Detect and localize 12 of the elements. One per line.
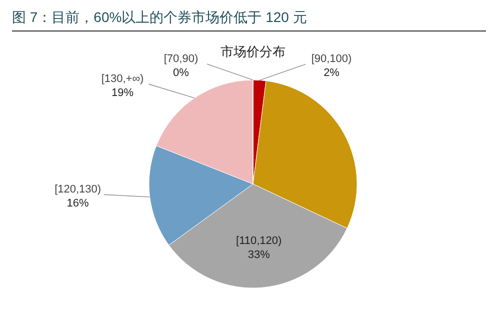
chart-title: 图 7：目前，60%以上的个券市场价低于 120 元 xyxy=(12,9,307,25)
data-label: 2% xyxy=(324,67,340,80)
data-label: 33% xyxy=(248,249,270,262)
chart-subtitle: 市场价分布 xyxy=(220,44,286,59)
slice-label: [110,120) xyxy=(236,235,282,248)
slice-label: [90,100) xyxy=(311,53,352,66)
category-label: [70,90) xyxy=(164,53,198,65)
slice-label: [130,+∞) xyxy=(101,73,144,86)
data-label: 19% xyxy=(112,87,134,100)
slice-label: [120,130) xyxy=(54,184,102,196)
data-label: 16% xyxy=(66,198,90,210)
text: 0% xyxy=(173,67,189,79)
